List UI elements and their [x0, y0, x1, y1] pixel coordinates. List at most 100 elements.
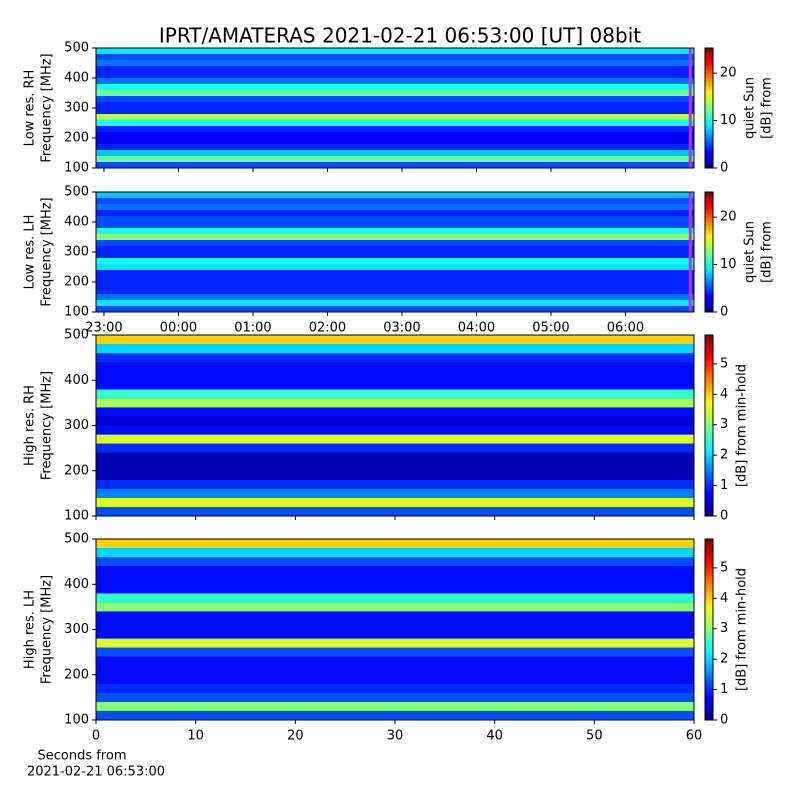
heatmap-cell: [96, 692, 694, 702]
heatmap-cell: [96, 216, 694, 222]
heatmap-cell: [96, 132, 694, 138]
y-tick-label: 500: [64, 328, 89, 343]
heatmap-cell: [96, 114, 694, 120]
heatmap-cell: [96, 228, 694, 234]
x-tick-label: 01:00: [234, 321, 271, 336]
heatmap-cell: [96, 497, 694, 507]
y-tick-label: 100: [64, 509, 89, 524]
colorbar-tick-label: 5: [720, 356, 728, 371]
x-tick-label: 02:00: [309, 321, 346, 336]
y-axis-label: Low res. LH: [23, 215, 38, 290]
heatmap-cell: [96, 240, 694, 246]
heatmap-cell: [96, 294, 694, 300]
heatmap-cell: [96, 425, 694, 435]
y-tick-label: 100: [64, 161, 89, 176]
heatmap-cell: [96, 282, 694, 288]
x-tick-label: 04:00: [458, 321, 495, 336]
heatmap-cell: [96, 126, 694, 132]
y-tick-label: 300: [64, 245, 89, 260]
colorbar-tick-label: 20: [720, 66, 737, 81]
colorbar-tick-label: 0: [720, 161, 728, 176]
heatmap-cell: [96, 602, 694, 612]
y-axis-label: Frequency [MHz]: [40, 197, 55, 306]
colorbar-tick-label: 5: [720, 560, 728, 575]
colorbar: [704, 334, 714, 517]
heatmap-cell: [96, 108, 694, 114]
colorbar-tick-label: 1: [720, 478, 728, 493]
x-axis-label: Seconds from: [37, 749, 126, 764]
heatmap-cell: [96, 54, 694, 60]
colorbar-tick-label: 2: [720, 448, 728, 463]
heatmap-cell: [96, 150, 694, 156]
heatmap-cell: [96, 72, 694, 78]
x-tick-label: 10: [187, 729, 204, 744]
y-tick-label: 400: [64, 215, 89, 230]
colorbar: [704, 47, 714, 169]
heatmap-cell: [96, 84, 694, 90]
colorbar-label: [dB] from: [760, 221, 775, 283]
heatmap-cell: [96, 276, 694, 282]
heatmap-cell: [96, 488, 694, 498]
heatmap-cell: [96, 398, 694, 408]
heatmap-cell: [96, 479, 694, 489]
heatmap-cell: [96, 96, 694, 102]
x-tick-label: 50: [586, 729, 603, 744]
heatmap-cell: [96, 656, 694, 666]
heatmap-cell: [96, 48, 694, 54]
heatmap-cell: [96, 252, 694, 258]
heatmap-cell: [96, 60, 694, 66]
heatmap-cell: [96, 416, 694, 426]
y-axis-label: High res. RH: [23, 385, 38, 466]
y-tick-label: 300: [64, 101, 89, 116]
heatmap-cell: [96, 234, 694, 240]
heatmap-cell: [96, 557, 694, 567]
y-tick-label: 300: [64, 622, 89, 637]
heatmap-cell: [96, 288, 694, 294]
heatmap-cell: [96, 584, 694, 594]
x-tick-label: 00:00: [160, 321, 197, 336]
heatmap-cell: [96, 434, 694, 444]
heatmap-cell: [96, 548, 694, 558]
heatmap-cell: [96, 198, 694, 204]
heatmap-cell: [96, 156, 694, 162]
x-tick-label: 20: [287, 729, 304, 744]
heatmap-cell: [96, 452, 694, 462]
colorbar-label: [dB] from: [760, 77, 775, 139]
x-tick-label: 05:00: [532, 321, 569, 336]
colorbar-tick-label: 3: [720, 621, 728, 636]
heatmap-cell: [96, 389, 694, 399]
heatmap-cell: [96, 665, 694, 675]
y-tick-label: 400: [64, 71, 89, 86]
heatmap-cell: [96, 78, 694, 84]
heatmap-cell: [96, 270, 694, 276]
colorbar-tick-label: 3: [720, 417, 728, 432]
y-tick-label: 500: [64, 185, 89, 200]
x-tick-label: 30: [387, 729, 404, 744]
heatmap-cell: [96, 575, 694, 585]
colorbar: [704, 538, 714, 721]
colorbar: [704, 191, 714, 313]
colorbar-tick-label: 0: [720, 509, 728, 524]
heatmap-cell: [96, 246, 694, 252]
y-axis-label: Low res. RH: [23, 70, 38, 147]
heatmap-cell: [96, 611, 694, 621]
heatmap-cell: [96, 192, 694, 198]
heatmap-cell: [96, 371, 694, 381]
heatmap-cell: [96, 222, 694, 228]
heatmap-cell: [96, 461, 694, 471]
heatmap-cell: [96, 674, 694, 684]
y-tick-label: 100: [64, 305, 89, 320]
heatmap-cell: [96, 138, 694, 144]
colorbar-tick-label: 0: [720, 305, 728, 320]
heatmap-cell: [96, 353, 694, 363]
heatmap-cell: [96, 102, 694, 108]
heatmap-cell: [96, 629, 694, 639]
y-tick-label: 400: [64, 373, 89, 388]
heatmap-cell: [96, 620, 694, 630]
colorbar-tick-label: 2: [720, 652, 728, 667]
colorbar-tick-label: 0: [720, 713, 728, 728]
heatmap-cell: [96, 306, 694, 312]
x-tick-label: 06:00: [607, 321, 644, 336]
heatmap-cell: [96, 344, 694, 354]
